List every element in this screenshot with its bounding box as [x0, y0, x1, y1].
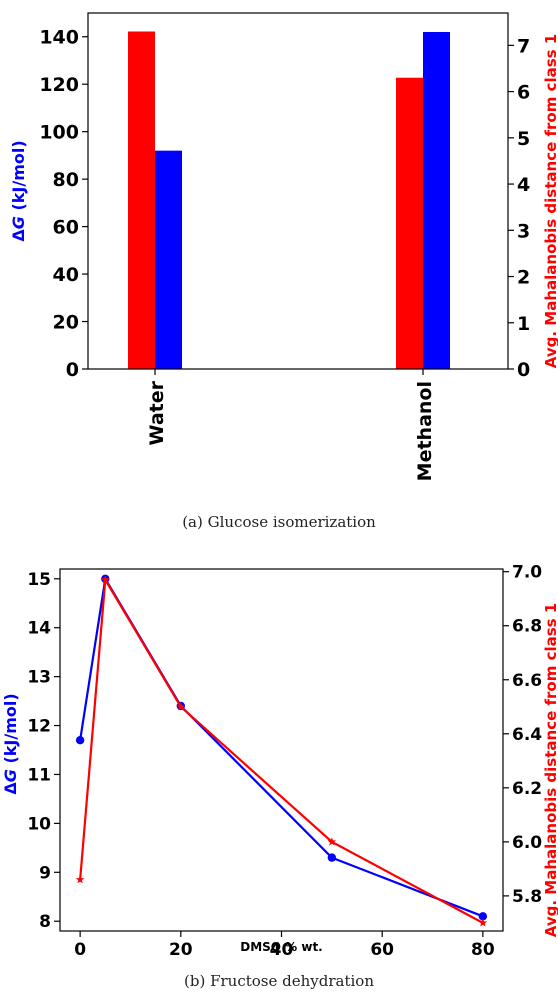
ytick-label-right-a-3: 3 — [517, 220, 530, 242]
ytick-label-right-b-6.4: 6.4 — [512, 725, 542, 745]
ytick-label-left-b-14: 14 — [27, 619, 51, 639]
ytick-label-right-b-6.2: 6.2 — [512, 779, 542, 799]
ytick-label-left-b-13: 13 — [27, 668, 51, 688]
ytick-label-left-a-100: 100 — [39, 122, 79, 144]
bar-deltag-methanol — [423, 31, 450, 370]
bar-distance-water — [128, 31, 155, 370]
ytick-label-right-b-6.8: 6.8 — [512, 617, 542, 637]
ytick-label-right-a-2: 2 — [517, 267, 530, 289]
plot-frame-b — [59, 568, 504, 932]
caption-b: (b) Fructose dehydration — [184, 972, 374, 990]
ytick-label-left-b-15: 15 — [27, 570, 51, 590]
point-distance-20 — [176, 702, 186, 711]
point-distance-5 — [101, 575, 110, 584]
xtick-label-b-40: 40 — [270, 940, 294, 960]
ytick-label-left-b-9: 9 — [39, 863, 51, 883]
ytick-label-left-b-12: 12 — [27, 717, 51, 737]
ytick-label-left-a-80: 80 — [53, 169, 79, 191]
ytick-label-left-a-120: 120 — [39, 74, 79, 96]
xlabel-b: DMSO % wt. — [240, 940, 323, 954]
ytick-label-right-a-6: 6 — [517, 82, 530, 104]
line-deltag — [79, 575, 484, 918]
ytick-label-right-b-6.6: 6.6 — [512, 671, 542, 691]
point-distance-0 — [75, 875, 85, 884]
ytick-label-left-b-11: 11 — [27, 765, 51, 785]
chart-a-glucose-isomerization: 0 20 40 60 80 100 120 140 0 1 2 3 4 5 6 7 Water Methanol Δ… — [9, 12, 558, 481]
xtick-label-b-60: 60 — [370, 940, 394, 960]
point-distance-80 — [478, 918, 488, 927]
ylabel-right-b: Avg. Mahalanobis distance from class 1 — [542, 603, 558, 937]
xtick-label-a-methanol: Methanol — [414, 381, 436, 481]
ytick-label-left-a-40: 40 — [53, 264, 79, 286]
xtick-label-b-80: 80 — [471, 940, 495, 960]
ytick-label-right-b-7.0: 7.0 — [512, 563, 542, 583]
ytick-label-left-b-8: 8 — [39, 912, 51, 932]
ytick-label-right-b-6.0: 6.0 — [512, 833, 542, 853]
caption-a: (a) Glucose isomerization — [182, 513, 376, 531]
plot-frame-a — [87, 12, 509, 370]
ytick-label-right-b-5.8: 5.8 — [512, 887, 542, 907]
bar-distance-methanol — [396, 77, 423, 370]
ytick-label-left-a-140: 140 — [39, 27, 79, 49]
ytick-label-left-b-10: 10 — [27, 814, 51, 834]
ytick-label-right-a-0: 0 — [517, 359, 530, 381]
point-distance-50 — [327, 837, 337, 846]
ylabel-right-a: Avg. Mahalanobis distance from class 1 — [542, 34, 558, 368]
ytick-label-right-a-4: 4 — [517, 174, 530, 196]
line-distance — [79, 576, 484, 924]
xtick-label-a-water: Water — [146, 380, 168, 445]
point-deltag-50 — [327, 853, 337, 862]
chart-b-fructose-dehydration: 0 20 40 60 80 8 9 10 11 12 13 14 15 5.8 6.0 6.2 6.4 6.6 6.… — [1, 563, 558, 960]
ytick-label-left-a-20: 20 — [53, 312, 79, 334]
ylabel-left-b: ΔG (kJ/mol) — [1, 693, 20, 794]
ytick-label-right-a-5: 5 — [517, 128, 530, 150]
bar-deltag-water — [155, 150, 182, 369]
xtick-label-b-20: 20 — [169, 940, 193, 960]
ytick-label-left-a-0: 0 — [66, 359, 79, 381]
ytick-label-right-a-1: 1 — [517, 313, 530, 335]
ytick-label-left-a-60: 60 — [53, 217, 79, 239]
ylabel-left-a: ΔG (kJ/mol) — [9, 140, 28, 241]
point-deltag-0 — [75, 736, 85, 745]
point-deltag-80 — [478, 912, 488, 921]
xtick-label-b-0: 0 — [74, 940, 86, 960]
ytick-label-right-a-7: 7 — [517, 35, 530, 57]
